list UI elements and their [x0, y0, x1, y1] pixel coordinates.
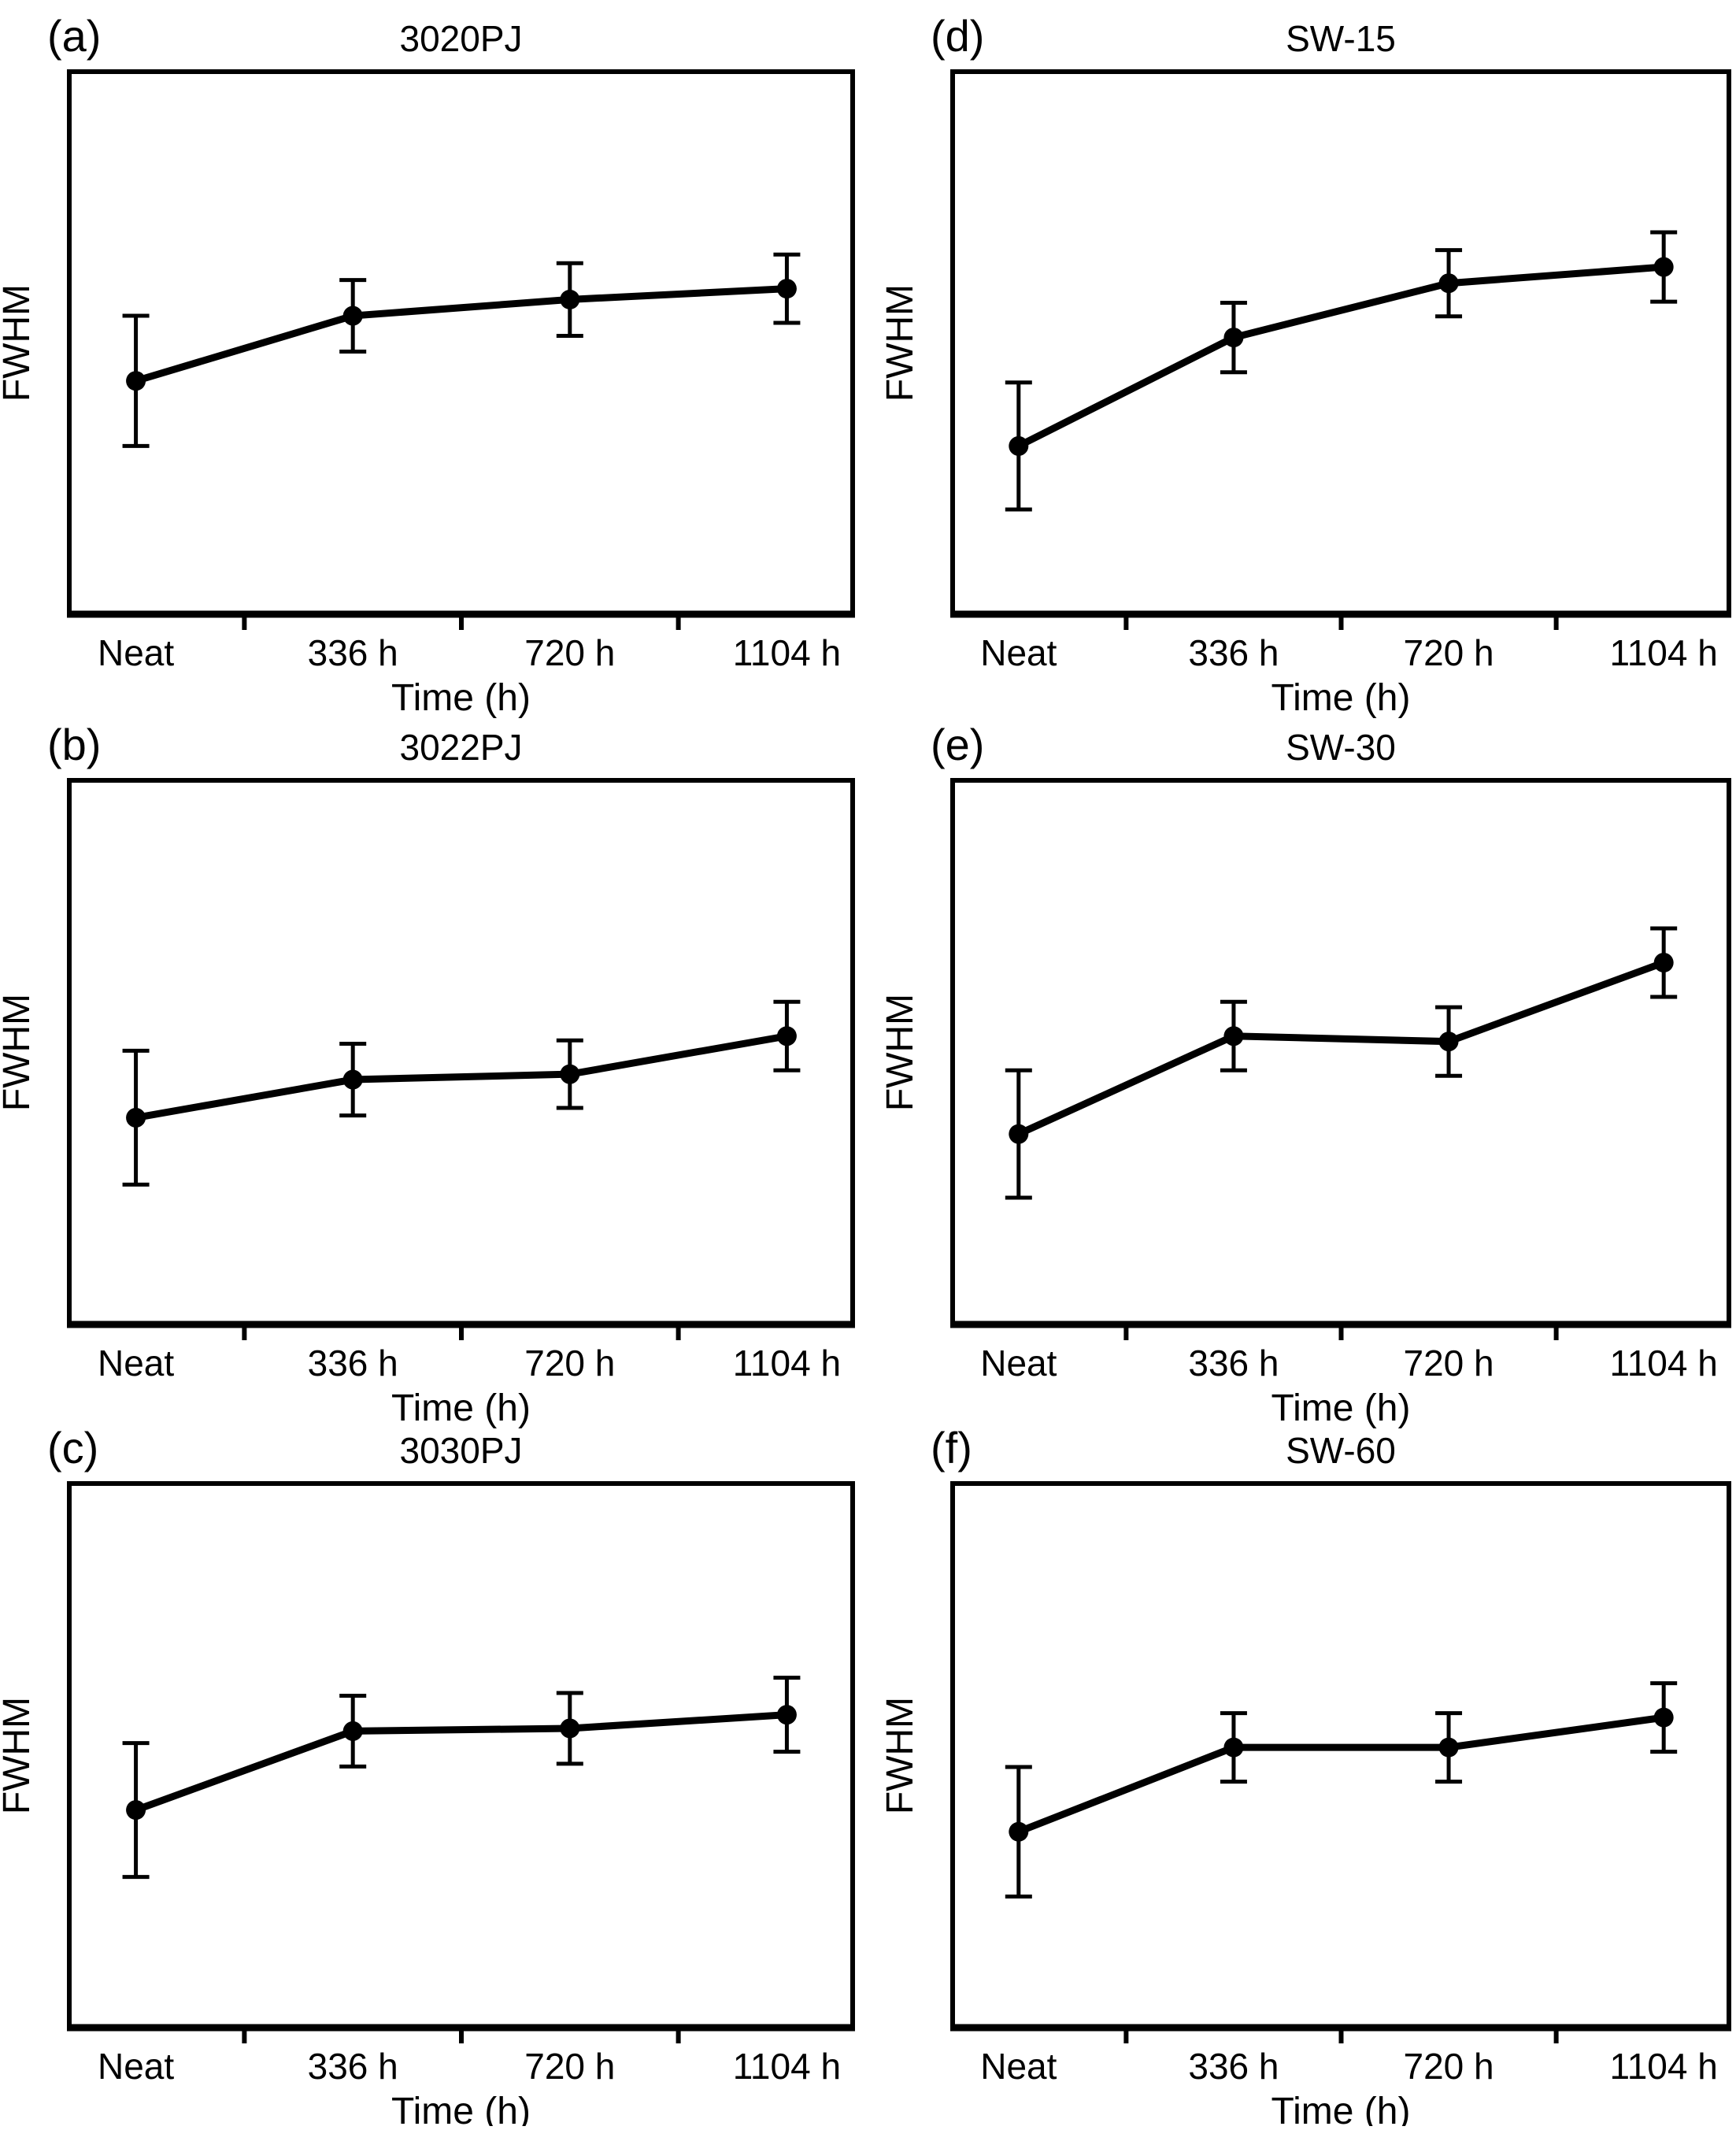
data-point — [560, 289, 580, 309]
data-point — [1223, 1737, 1244, 1758]
panel-f: (f) SW-60 Neat 336 h 720 h 1104 h Time (h) FWHM — [879, 1423, 1731, 2130]
y-axis-label: FWHM — [879, 284, 921, 402]
x-tick-label: 336 h — [308, 1343, 398, 1384]
panel-letter: (e) — [931, 720, 984, 769]
x-tick-label: 720 h — [524, 632, 615, 673]
panel-title: 3022PJ — [399, 727, 522, 768]
panel-letter: (a) — [47, 11, 101, 61]
x-tick-label: 720 h — [1403, 632, 1494, 673]
data-point — [1009, 1124, 1029, 1144]
data-point — [1653, 1707, 1674, 1728]
x-tick-label: Neat — [98, 632, 174, 673]
x-tick-label: 1104 h — [1610, 632, 1718, 673]
data-point — [342, 306, 363, 326]
panel-a: (a) 3020PJ Neat 336 h 720 h 1104 h Time (h) FWH… — [0, 11, 855, 719]
panel-title: SW-15 — [1286, 18, 1396, 59]
data-point — [1438, 1737, 1459, 1758]
panel-letter: (c) — [47, 1423, 98, 1472]
plot-box — [67, 69, 855, 617]
x-axis-label: Time (h) — [1271, 677, 1411, 719]
data-point — [1009, 1821, 1029, 1842]
x-tick-label: 336 h — [1188, 1343, 1279, 1384]
x-tick-label: 1104 h — [733, 632, 841, 673]
x-tick-label: 1104 h — [733, 2046, 841, 2087]
panel-e: (e) SW-30 Neat 336 h 720 h 1104 h Time (h) FWHM — [879, 720, 1731, 1429]
x-tick-label: Neat — [98, 2046, 174, 2087]
x-tick-label: 336 h — [1188, 632, 1279, 673]
data-line — [1016, 959, 1665, 1138]
data-point — [126, 1107, 146, 1128]
data-point — [1438, 273, 1459, 294]
data-line — [135, 285, 787, 385]
y-axis-label: FWHM — [879, 994, 921, 1111]
data-line — [1017, 1713, 1664, 1836]
panel-letter: (b) — [47, 720, 101, 769]
data-point — [560, 1064, 580, 1084]
y-axis-label: FWHM — [0, 994, 38, 1111]
data-point — [1438, 1032, 1459, 1052]
x-tick-label: Neat — [980, 1343, 1057, 1384]
panel-letter: (d) — [931, 11, 984, 61]
data-point — [1653, 952, 1674, 972]
data-point — [126, 1800, 146, 1821]
x-tick-label: Neat — [98, 1343, 174, 1384]
x-tick-label: 720 h — [1403, 2046, 1494, 2087]
x-axis-label: Time (h) — [391, 2091, 531, 2126]
data-point — [342, 1721, 363, 1741]
data-point — [776, 1705, 797, 1725]
y-axis-label: FWHM — [879, 1697, 921, 1814]
x-tick-label: Neat — [980, 2046, 1057, 2087]
plot-box — [950, 1481, 1731, 2030]
data-line — [135, 1711, 787, 1813]
data-point — [1223, 328, 1244, 348]
x-tick-label: 1104 h — [1610, 1343, 1718, 1384]
y-axis-label: FWHM — [0, 284, 38, 402]
x-axis-label: Time (h) — [391, 677, 531, 719]
panel-title: 3020PJ — [399, 18, 522, 59]
y-axis-label: FWHM — [0, 1697, 38, 1814]
panel-letter: (f) — [931, 1423, 972, 1472]
x-tick-label: Neat — [980, 632, 1057, 673]
data-point — [1653, 257, 1674, 277]
x-tick-label: 1104 h — [733, 1343, 841, 1384]
panel-c: (c) 3030PJ Neat 336 h 720 h 1104 h Time (h) FWH… — [0, 1423, 855, 2130]
data-point — [776, 1026, 797, 1046]
x-tick-label: 336 h — [1188, 2046, 1279, 2087]
plot-box — [67, 778, 855, 1327]
x-axis-label: Time (h) — [1271, 2091, 1411, 2126]
x-tick-label: 720 h — [524, 1343, 615, 1384]
data-point — [1009, 435, 1029, 456]
data-line — [135, 1032, 788, 1121]
panel-title: SW-60 — [1286, 1430, 1396, 1471]
x-tick-label: 336 h — [308, 2046, 398, 2087]
x-axis-label: Time (h) — [1271, 1387, 1411, 1429]
data-point — [1223, 1026, 1244, 1046]
data-point — [776, 279, 797, 299]
x-tick-label: 720 h — [524, 2046, 615, 2087]
x-tick-label: 720 h — [1403, 1343, 1494, 1384]
panel-title: SW-30 — [1286, 727, 1396, 768]
x-axis-label: Time (h) — [391, 1387, 531, 1429]
x-tick-label: 1104 h — [1610, 2046, 1718, 2087]
data-point — [342, 1069, 363, 1090]
panel-d: (d) SW-15 Neat 336 h 720 h 1104 h Time (h) FWHM — [879, 11, 1731, 719]
data-point — [126, 371, 146, 391]
panel-b: (b) 3022PJ Neat 336 h 720 h 1104 h Time (h) FWH… — [0, 720, 855, 1429]
panel-title: 3030PJ — [399, 1430, 522, 1471]
plot-box — [950, 778, 1731, 1327]
data-point — [560, 1718, 580, 1739]
data-line — [1016, 263, 1664, 450]
x-tick-label: 336 h — [308, 632, 398, 673]
plot-box — [67, 1481, 855, 2030]
plot-box — [950, 69, 1731, 617]
